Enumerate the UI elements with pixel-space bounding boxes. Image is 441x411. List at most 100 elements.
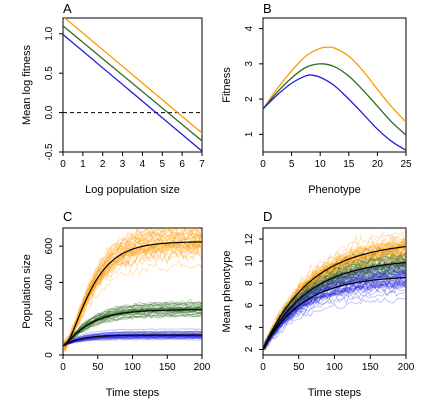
x-tick-label: 15 xyxy=(343,159,355,170)
x-tick-label: 0 xyxy=(260,362,266,373)
x-axis-label: Time steps xyxy=(106,387,160,399)
replicate-trajectory xyxy=(263,242,406,350)
replicate-trajectory xyxy=(63,242,202,349)
replicate-trajectory xyxy=(63,258,202,348)
replicate-trajectory xyxy=(263,238,406,350)
replicate-trajectory xyxy=(263,268,406,350)
y-tick-label: 10 xyxy=(244,255,255,267)
replicate-trajectory xyxy=(263,236,406,350)
replicate-trajectory xyxy=(263,247,406,350)
x-axis-label: Log population size xyxy=(85,184,180,196)
x-tick-label: 7 xyxy=(199,159,205,170)
replicate-trajectory xyxy=(63,228,202,347)
replicate-trajectory xyxy=(63,331,202,347)
series-line-3 xyxy=(63,34,202,152)
y-tick-label: 0 xyxy=(44,352,55,358)
x-tick-label: 10 xyxy=(315,159,327,170)
replicate-trajectory xyxy=(263,242,406,350)
replicate-trajectory xyxy=(263,236,406,350)
replicate-trajectory xyxy=(63,330,202,347)
mean-trajectory-2 xyxy=(63,309,202,347)
replicate-trajectory xyxy=(263,261,406,350)
replicate-trajectory xyxy=(263,234,406,350)
replicate-trajectory xyxy=(263,237,406,350)
replicate-trajectory xyxy=(263,282,406,350)
panel-b: B 0 5 10 15 20 25 1 2 3 4 Phenotype Fitness xyxy=(221,1,412,196)
replicate-trajectory xyxy=(63,251,202,348)
y-axis-label: Mean log fitness xyxy=(21,44,33,125)
replicate-trajectory xyxy=(263,281,406,350)
mean-trajectory-1 xyxy=(63,241,202,347)
replicate-trajectory xyxy=(263,261,406,350)
replicate-trajectory xyxy=(263,228,406,350)
replicate-trajectory xyxy=(63,244,202,348)
replicate-trajectory xyxy=(63,303,202,347)
replicate-trajectory xyxy=(263,270,406,350)
mean-trajectory-1 xyxy=(263,246,406,350)
replicate-trajectory xyxy=(263,233,406,350)
x-tick-label: 100 xyxy=(124,362,141,373)
replicate-trajectory xyxy=(63,232,202,347)
replicate-trajectory xyxy=(63,249,202,347)
replicate-trajectory xyxy=(263,281,406,350)
replicate-trajectory xyxy=(263,269,406,350)
x-tick-label: 50 xyxy=(293,362,305,373)
replicate-trajectory xyxy=(263,267,406,350)
y-tick-label: 2 xyxy=(244,346,255,352)
y-axis-label: Fitness xyxy=(221,67,233,103)
replicate-trajectory xyxy=(263,279,406,350)
y-tick-label: 2 xyxy=(244,96,255,102)
replicate-trajectory xyxy=(63,240,202,348)
replicate-trajectory xyxy=(263,276,406,350)
x-tick-label: 200 xyxy=(194,362,211,373)
replicate-trajectory xyxy=(263,274,406,350)
panel-label: A xyxy=(63,1,72,16)
replicate-trajectory xyxy=(63,337,202,347)
mean-trajectory-3 xyxy=(63,334,202,347)
y-tick-label: 400 xyxy=(44,274,55,291)
replicate-trajectory xyxy=(263,268,406,350)
replicate-trajectory xyxy=(63,336,202,347)
replicate-trajectory xyxy=(63,338,202,347)
replicate-trajectory xyxy=(63,331,202,347)
replicate-trajectory xyxy=(63,310,202,347)
replicate-trajectory xyxy=(263,247,406,350)
replicate-trajectory xyxy=(63,229,202,348)
replicate-trajectory xyxy=(263,262,406,350)
replicate-trajectory xyxy=(63,228,202,347)
replicate-trajectory xyxy=(263,261,406,350)
panel-a: A 0 1 2 3 4 5 6 7 -0.5 0.0 0.5 1.0 Log population siz… xyxy=(21,1,205,196)
replicate-trajectory xyxy=(63,236,202,353)
replicate-trajectory xyxy=(63,332,202,347)
replicate-trajectory xyxy=(263,246,406,350)
replicate-trajectory xyxy=(63,335,202,347)
replicate-trajectory xyxy=(263,239,406,350)
replicate-trajectory xyxy=(263,242,406,350)
replicate-trajectory xyxy=(63,302,202,347)
y-tick-label: 1 xyxy=(244,131,255,137)
plot-area xyxy=(63,18,202,152)
replicate-trajectory xyxy=(263,255,406,350)
replicate-trajectory xyxy=(63,310,202,347)
replicate-trajectory xyxy=(63,335,202,347)
replicate-trajectory xyxy=(63,336,202,347)
panel-label: D xyxy=(263,209,272,224)
x-tick-label: 6 xyxy=(179,159,185,170)
replicate-trajectory xyxy=(263,284,406,350)
panel-label: B xyxy=(263,1,272,16)
replicate-trajectory xyxy=(63,332,202,347)
replicate-trajectory xyxy=(263,257,406,350)
replicate-trajectory xyxy=(263,260,406,350)
replicate-trajectory xyxy=(263,297,406,350)
replicate-trajectory xyxy=(263,247,406,350)
y-tick-label: 4 xyxy=(244,25,255,31)
replicate-trajectory xyxy=(63,228,199,347)
y-tick-label: 1.0 xyxy=(44,26,55,40)
replicate-trajectory xyxy=(263,258,406,350)
replicate-trajectory xyxy=(63,311,202,347)
replicate-trajectory xyxy=(63,335,202,347)
replicate-trajectory xyxy=(263,254,406,350)
replicate-trajectory xyxy=(63,233,202,347)
replicate-trajectory xyxy=(263,258,406,350)
